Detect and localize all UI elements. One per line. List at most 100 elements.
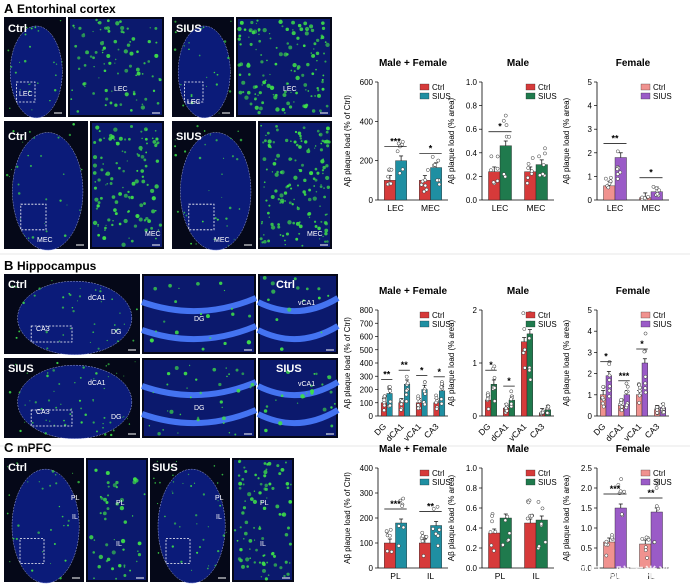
data-point xyxy=(536,500,541,504)
legend-swatch xyxy=(419,478,430,486)
plaque-dot xyxy=(324,232,328,236)
plaque-dot xyxy=(202,493,206,496)
plaque-dot xyxy=(314,225,318,228)
plaque-dot xyxy=(296,36,300,40)
plaque-dot xyxy=(270,552,274,556)
plaque-dot xyxy=(133,477,137,482)
plaque-dot xyxy=(106,481,110,485)
y-tick-label: 0.0 xyxy=(581,564,593,573)
legend-swatch xyxy=(525,92,536,100)
data-point xyxy=(398,498,403,503)
data-point xyxy=(401,496,406,501)
data-point xyxy=(502,172,506,177)
plaque-dot xyxy=(233,529,237,532)
plaque-dot xyxy=(258,30,260,32)
legend-swatch xyxy=(640,83,651,91)
plaque-dot xyxy=(114,200,119,204)
plaque-dot xyxy=(284,532,289,537)
data-point xyxy=(488,530,493,534)
plaque-dot xyxy=(50,562,52,565)
plaque-dot xyxy=(254,98,257,101)
plaque-dot xyxy=(136,153,139,155)
plaque-dot xyxy=(60,403,62,406)
plaque-dot xyxy=(128,423,131,425)
significance-label: * xyxy=(420,366,424,376)
micrograph-tile xyxy=(68,17,164,117)
plaque-dot xyxy=(265,134,267,137)
data-point xyxy=(643,548,648,553)
data-point xyxy=(416,396,421,401)
plaque-dot xyxy=(157,552,160,554)
legend-swatch xyxy=(525,469,536,477)
plaque-dot xyxy=(318,132,323,137)
plaque-dot xyxy=(325,164,329,168)
x-tick-label: MEC xyxy=(527,203,546,213)
plaque-dot xyxy=(262,80,266,85)
plaque-dot xyxy=(244,500,246,502)
data-point xyxy=(435,178,440,183)
plaque-dot xyxy=(248,539,253,543)
x-tick-label: CA3 xyxy=(643,421,662,440)
legend-label: Ctrl xyxy=(432,469,445,478)
plaque-dot xyxy=(111,550,116,555)
y-tick-label: 0.2 xyxy=(466,172,478,181)
data-point xyxy=(661,402,666,406)
plaque-dot xyxy=(262,568,266,573)
plaque-dot xyxy=(254,93,257,95)
plaque-dot xyxy=(304,31,309,36)
plaque-dot xyxy=(146,183,149,187)
plaque-dot xyxy=(258,106,263,111)
plaque-dot xyxy=(300,140,303,143)
plaque-dot xyxy=(119,312,121,314)
label-vca1-1: vCA1 xyxy=(298,300,315,307)
plaque-dot xyxy=(266,131,270,135)
plaque-dot xyxy=(255,22,258,25)
plaque-dot xyxy=(260,222,263,225)
plaque-dot xyxy=(298,224,303,229)
data-point xyxy=(495,179,500,183)
plaque-dot xyxy=(93,186,97,190)
plaque-dot xyxy=(141,72,144,75)
plaque-dot xyxy=(278,472,282,476)
plaque-dot xyxy=(98,554,104,560)
data-point xyxy=(400,167,405,172)
plaque-dot xyxy=(312,177,316,181)
data-point xyxy=(495,154,500,159)
y-tick-label: 1.5 xyxy=(581,504,593,513)
plaque-dot xyxy=(38,481,40,483)
data-point xyxy=(501,118,506,123)
plaque-dot xyxy=(238,459,242,463)
plaque-dot xyxy=(126,210,130,213)
data-point xyxy=(385,549,390,553)
plaque-dot xyxy=(92,92,95,95)
plaque-dot xyxy=(22,141,24,143)
plaque-dot xyxy=(123,574,127,577)
plaque-dot xyxy=(183,28,185,30)
plaque-dot xyxy=(62,296,65,299)
plaque-dot xyxy=(264,79,267,82)
plaque-dot xyxy=(123,375,125,377)
plaque-dot xyxy=(258,527,262,530)
plaque-dot xyxy=(231,155,234,158)
plaque-dot xyxy=(174,145,177,148)
plaque-dot xyxy=(53,390,55,393)
plaque-dot xyxy=(316,171,320,175)
plaque-dot xyxy=(257,477,260,480)
plaque-dot xyxy=(117,328,119,330)
plaque-dot xyxy=(5,173,9,177)
plaque-dot xyxy=(154,184,159,189)
bar-ctrl xyxy=(488,171,501,201)
plaque-dot xyxy=(283,111,286,114)
plaque-dot xyxy=(24,404,26,406)
plaque-dot xyxy=(9,366,11,368)
plaque-dot xyxy=(171,545,175,548)
plaque-dot xyxy=(257,28,261,31)
plaque-dot xyxy=(302,190,306,194)
plaque-dot xyxy=(261,221,263,223)
plaque-dot xyxy=(72,472,74,474)
plaque-dot xyxy=(183,211,186,214)
data-point xyxy=(397,171,402,176)
plaque-dot xyxy=(132,339,135,342)
plaque-dot xyxy=(324,41,327,44)
